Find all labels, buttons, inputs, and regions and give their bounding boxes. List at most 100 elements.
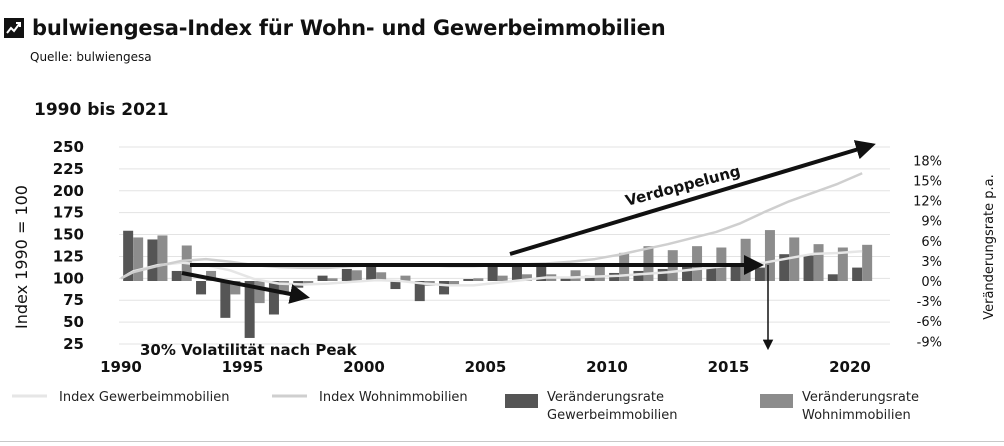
bar — [196, 281, 207, 295]
y-left-tick: 25 — [63, 335, 84, 353]
bar — [133, 237, 144, 281]
legend-label: Veränderungsrate — [802, 390, 919, 405]
y-right-label: Veränderungsrate p.a. — [982, 174, 997, 320]
y-right-tick: -3% — [917, 295, 942, 310]
bar — [584, 275, 595, 281]
volatility-annotation: 30% Volatilität nach Peak — [140, 341, 358, 359]
bar — [594, 264, 605, 281]
bar — [268, 281, 279, 315]
title-row: bulwiengesa-Index für Wohn- und Gewerbei… — [4, 16, 666, 40]
bar — [341, 268, 352, 281]
y-left-tick: 125 — [53, 247, 84, 265]
legend-label: Index Gewerbeimmobilien — [59, 390, 229, 405]
bar — [244, 281, 255, 338]
bar — [633, 270, 644, 281]
y-left-tick: 175 — [53, 204, 84, 222]
y-left-tick: 250 — [53, 138, 84, 156]
bar — [439, 281, 450, 295]
bar — [837, 247, 848, 281]
x-tick: 2010 — [586, 358, 628, 376]
x-tick: 1995 — [222, 358, 264, 376]
page-title: bulwiengesa-Index für Wohn- und Gewerbei… — [32, 16, 666, 40]
bar — [463, 278, 474, 281]
bar — [521, 274, 532, 281]
bar — [303, 281, 314, 286]
bar — [278, 281, 289, 295]
bar — [754, 267, 765, 281]
bar — [803, 255, 814, 281]
volatility-arrow — [181, 271, 310, 304]
x-tick: 1990 — [100, 358, 142, 376]
doubling-arrow — [509, 140, 876, 256]
axis-ticks: 250 225 200 175 150 125 100 75 50 25 18% 15% 12% 9% 6%… — [53, 138, 942, 376]
bar — [764, 230, 775, 281]
x-tick: 2000 — [343, 358, 385, 376]
y-left-tick: 100 — [53, 269, 84, 287]
bar — [171, 270, 182, 281]
bar — [536, 266, 547, 281]
bar — [511, 266, 522, 281]
bar — [449, 281, 460, 286]
bar — [327, 278, 338, 281]
bar — [220, 281, 231, 318]
bar — [813, 244, 824, 281]
bar — [570, 270, 581, 281]
grid-lines — [119, 146, 890, 345]
legend-swatch — [760, 394, 793, 408]
y-left-tick: 225 — [53, 160, 84, 178]
bar — [827, 274, 838, 281]
bar — [497, 275, 508, 281]
bar — [366, 264, 377, 281]
bar — [147, 239, 158, 281]
bar — [740, 238, 751, 281]
bar — [400, 275, 411, 281]
chart-subtitle: 1990 bis 2021 — [34, 100, 169, 120]
bar — [560, 277, 571, 281]
bar — [706, 264, 717, 281]
bar — [123, 230, 134, 281]
bar — [157, 235, 168, 281]
bar — [414, 281, 425, 302]
legend-swatch — [505, 394, 538, 408]
bar — [473, 278, 484, 281]
source-note: Quelle: bulwiengesa — [30, 50, 152, 64]
bar — [487, 265, 498, 281]
bar — [789, 237, 800, 281]
y-right-tick: -6% — [917, 315, 942, 330]
bar — [376, 272, 387, 281]
bar — [657, 268, 668, 281]
bar — [317, 275, 328, 281]
y-right-tick: 9% — [921, 215, 942, 230]
bar — [206, 270, 217, 281]
x-tick: 2015 — [708, 358, 750, 376]
y-right-tick: 3% — [921, 255, 942, 270]
bottom-divider — [0, 441, 1004, 442]
bar — [682, 264, 693, 281]
y-left-tick: 75 — [63, 291, 84, 309]
bar — [852, 267, 863, 281]
bar — [390, 281, 401, 290]
bar — [230, 281, 241, 295]
index-chart: 250 225 200 175 150 125 100 75 50 25 18% 15% 12% 9% 6%… — [12, 138, 997, 423]
y-right-tick: 6% — [921, 235, 942, 250]
chart-icon — [4, 18, 24, 38]
y-right-tick: 15% — [913, 175, 942, 190]
y-left-tick: 200 — [53, 182, 84, 200]
y-left-tick: 50 — [63, 313, 84, 331]
y-left-tick: 150 — [53, 226, 84, 244]
bar — [254, 281, 265, 304]
legend-label: Veränderungsrate — [547, 390, 664, 405]
y-right-tick: 12% — [913, 195, 942, 210]
bar — [351, 270, 362, 281]
y-right-tick: 0% — [921, 275, 942, 290]
bar — [730, 266, 741, 281]
legend-label: Gewerbeimmobilien — [547, 408, 678, 423]
bar — [862, 244, 873, 281]
legend-label: Wohnimmobilien — [802, 408, 911, 423]
x-tick: 2020 — [829, 358, 871, 376]
legend-label: Index Wohnimmobilien — [319, 390, 468, 405]
x-tick: 2005 — [465, 358, 507, 376]
y-right-tick: -9% — [917, 335, 942, 350]
y-left-label: Index 1990 = 100 — [12, 185, 31, 329]
y-right-tick: 18% — [913, 154, 942, 169]
